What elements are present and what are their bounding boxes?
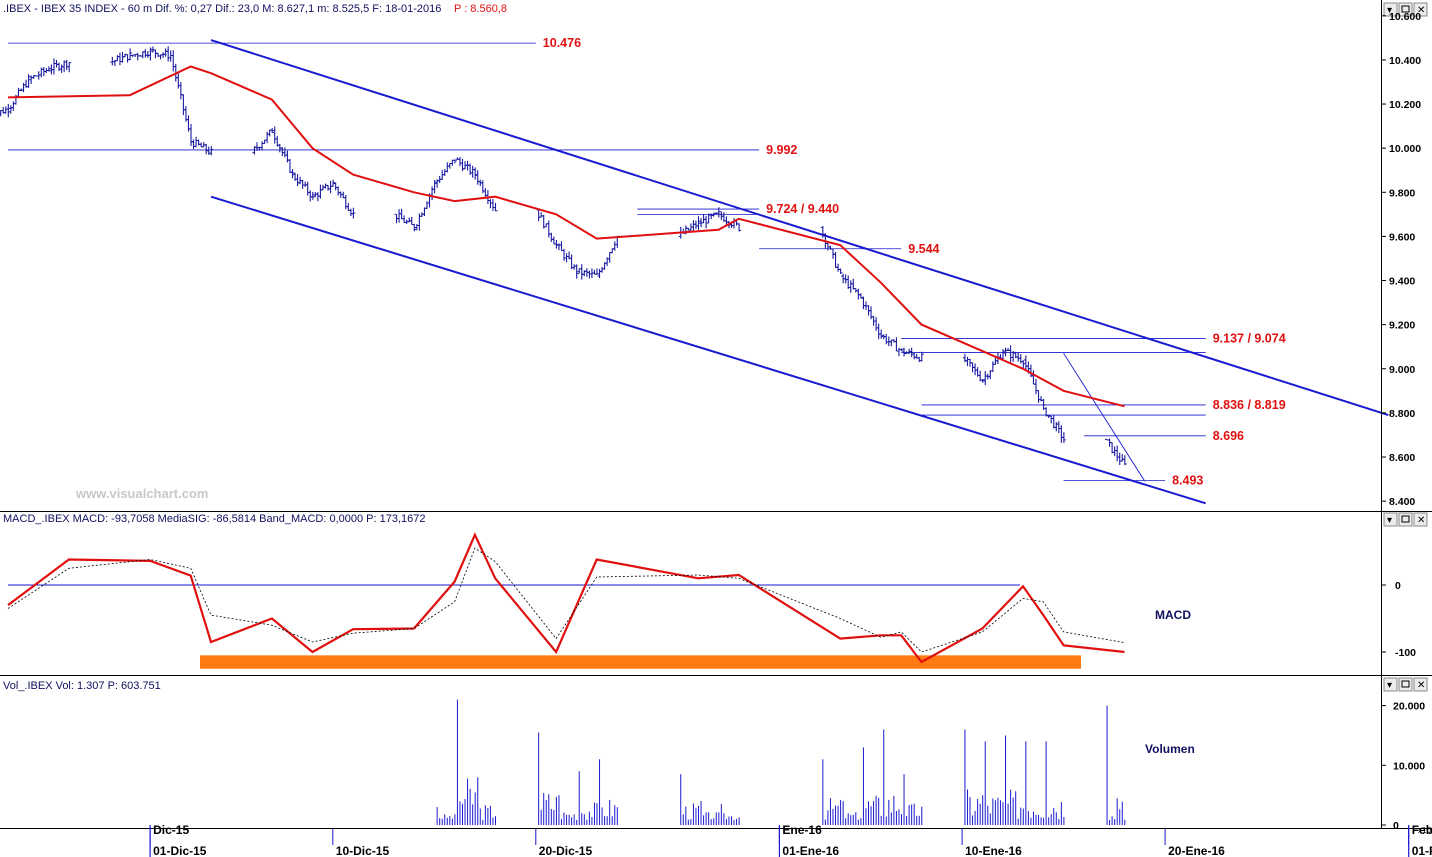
macd-y-tick-label: 0 — [1395, 580, 1401, 592]
y-tick-label: 8.800 — [1389, 408, 1415, 420]
maximize-icon[interactable] — [1398, 677, 1413, 692]
x-day-label: 10-Ene-16 — [965, 844, 1022, 857]
y-tick-label: 10.600 — [1389, 11, 1421, 23]
price-y-axis: 8.400 8.600 8.800 9.000 9.200 9.400 9.600 9.800… — [1381, 11, 1421, 508]
vol-panel-label: Volumen — [1145, 742, 1195, 756]
price-header: .IBEX - IBEX 35 INDEX - 60 m Dif. %: 0,2… — [3, 3, 441, 15]
svg-text:✕: ✕ — [1417, 680, 1425, 691]
macd-y-tick-label: -100 — [1395, 647, 1416, 659]
y-tick-label: 10.000 — [1389, 143, 1421, 155]
macd-line — [7, 532, 1125, 664]
macd-support-zone — [200, 655, 1081, 669]
maximize-icon[interactable] — [1398, 512, 1413, 527]
channel-lower-line — [210, 195, 1206, 505]
volume-panel: 0 10.000 20.000 — [436, 699, 1425, 832]
vol-panel-controls[interactable]: ▾ ✕ — [1383, 677, 1428, 692]
price-panel-controls[interactable]: ▾ ✕ — [1383, 2, 1428, 17]
macd-header: MACD_.IBEX MACD: -93,7058 MediaSIG: -86,… — [3, 513, 426, 525]
y-tick-label: 8.400 — [1389, 496, 1415, 508]
macd-panel: 0 -100 — [7, 532, 1416, 669]
x-day-label: 01-Feb-16 — [1412, 844, 1432, 857]
level-label: 9.137 / 9.074 — [1213, 332, 1286, 346]
minimize-icon[interactable] — [1383, 677, 1398, 692]
x-month-label: Feb-16 — [1412, 823, 1432, 837]
level-label: 10.476 — [543, 36, 581, 50]
y-tick-label: 8.600 — [1389, 452, 1415, 464]
y-tick-label: 9.000 — [1389, 364, 1415, 376]
vol-header: Vol_.IBEX Vol: 1.307 P: 603.751 — [3, 680, 161, 692]
svg-text:▾: ▾ — [1387, 515, 1392, 526]
moving-average — [7, 65, 1125, 408]
x-day-label: 20-Ene-16 — [1168, 844, 1225, 857]
level-label: 8.696 — [1213, 429, 1244, 443]
minimize-icon[interactable] — [1383, 512, 1398, 527]
x-month-label: Dic-15 — [153, 823, 189, 837]
vol-y-tick-label: 20.000 — [1393, 701, 1425, 713]
close-icon[interactable] — [1413, 512, 1428, 527]
panel-frames — [0, 0, 1432, 829]
level-label: 8.493 — [1172, 474, 1203, 488]
short-trend-line — [1063, 353, 1146, 482]
x-axis: Dic-15 Ene-16 Feb-16 01-Dic-15 10-Dic-15 20-D… — [149, 823, 1432, 857]
level-label: 9.544 — [908, 242, 939, 256]
level-labels: 10.476 9.992 9.724 / 9.440 9.544 9.137 / 9.0… — [543, 36, 1286, 487]
x-month-label: Ene-16 — [782, 823, 822, 837]
minimize-icon[interactable] — [1383, 2, 1398, 17]
close-icon[interactable] — [1413, 2, 1428, 17]
horizontal-levels — [8, 42, 1206, 482]
vol-y-tick-label: 0 — [1393, 820, 1399, 832]
y-tick-label: 9.400 — [1389, 276, 1415, 288]
y-tick-label: 9.200 — [1389, 320, 1415, 332]
minimize-glyph: ▾ — [1387, 5, 1392, 16]
price-bars — [0, 46, 1127, 466]
close-icon[interactable] — [1413, 677, 1428, 692]
x-day-label: 01-Dic-15 — [153, 844, 207, 857]
level-label: 9.992 — [766, 143, 797, 157]
y-tick-label: 9.800 — [1389, 187, 1415, 199]
level-label: 9.724 / 9.440 — [766, 202, 839, 216]
x-day-label: 01-Ene-16 — [782, 844, 839, 857]
svg-text:▾: ▾ — [1387, 680, 1392, 691]
ma-line — [7, 65, 1125, 408]
watermark: www.visualchart.com — [75, 486, 208, 501]
y-tick-label: 10.200 — [1389, 99, 1421, 111]
channel-upper-line — [210, 39, 1389, 417]
x-day-label: 10-Dic-15 — [336, 844, 390, 857]
macd-panel-label: MACD — [1155, 608, 1191, 622]
vol-y-tick-label: 10.000 — [1393, 760, 1425, 772]
svg-text:✕: ✕ — [1417, 515, 1425, 526]
x-day-label: 20-Dic-15 — [539, 844, 593, 857]
price-last: P : 8.560,8 — [454, 3, 507, 15]
y-tick-label: 9.600 — [1389, 231, 1415, 243]
regression-channel — [210, 39, 1389, 505]
vol-multiplier: x10 — [1418, 826, 1431, 835]
macd-panel-controls[interactable]: ▾ ✕ — [1383, 512, 1428, 527]
y-tick-label: 10.400 — [1389, 55, 1421, 67]
svg-text:✕: ✕ — [1417, 5, 1425, 16]
macd-signal-line — [7, 547, 1125, 653]
level-label: 8.836 / 8.819 — [1213, 398, 1286, 412]
